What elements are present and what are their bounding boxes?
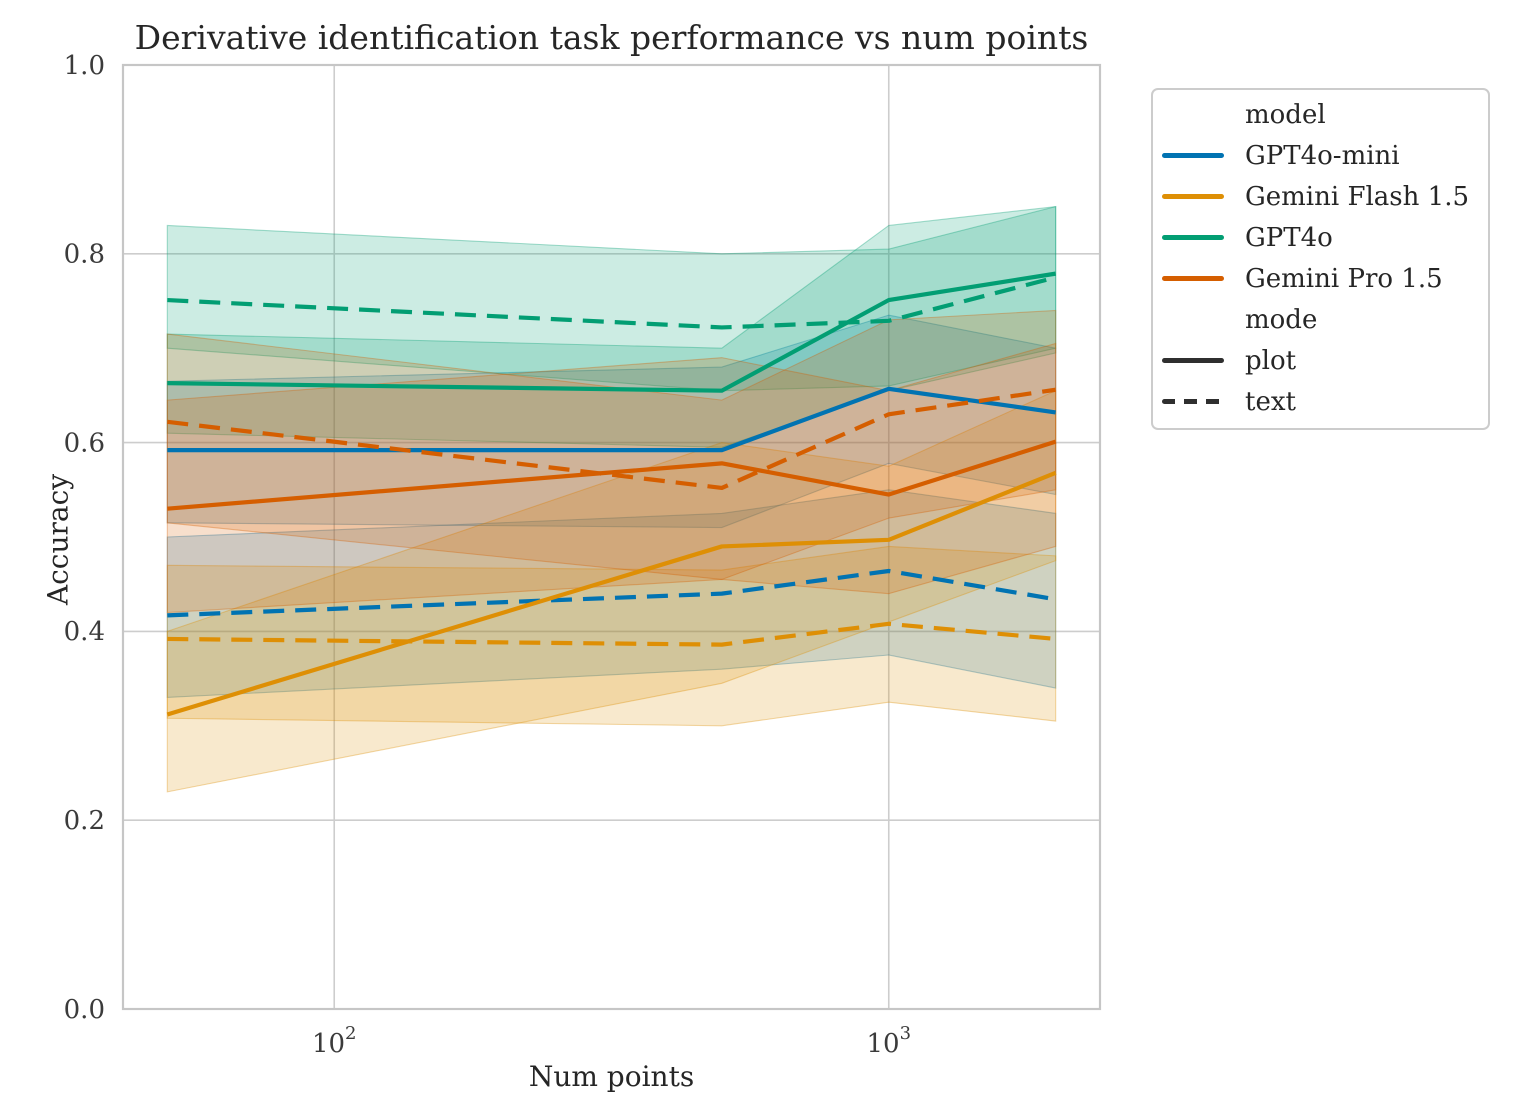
axes-spines — [121, 63, 1102, 1011]
series-line-gpt4o-mini-text — [167, 568, 1057, 618]
legend-line-swatch-text-dashed — [1162, 399, 1224, 404]
series-line-gpt4o-mini-plot — [167, 386, 1056, 453]
y-tick-label: 0.0 — [64, 995, 105, 1025]
series-line-gemini-pro-1-5-text — [167, 387, 1056, 491]
series-band-gpt4o-mini-plot — [166, 314, 1057, 529]
legend-item-label: GPT4o — [1245, 222, 1333, 253]
y-tick-label: 0.6 — [64, 428, 105, 458]
series-line-gemini-flash-1-5-text — [167, 621, 1056, 647]
legend-line-swatch-gpt4o-mini — [1162, 153, 1224, 158]
legend-mode-title: mode — [1245, 304, 1318, 335]
y-tick-label: 0.8 — [64, 240, 105, 270]
legend: model GPT4o-mini Gemini Flash 1.5 GPT4o Gemi… — [1151, 88, 1490, 430]
legend-line-swatch-plot-solid — [1162, 358, 1224, 363]
legend-item-gpt4o-mini: GPT4o-mini — [1153, 135, 1488, 176]
legend-model-title: model — [1245, 99, 1326, 130]
legend-item-gemini-flash-1-5: Gemini Flash 1.5 — [1153, 176, 1488, 217]
legend-header-model: model — [1153, 94, 1488, 135]
legend-line-swatch-gpt4o — [1162, 235, 1224, 240]
series-line-gpt4o-text — [167, 275, 1057, 330]
series-band-gemini-pro-1-5-text — [166, 309, 1057, 581]
y-tick-label: 0.2 — [64, 806, 105, 836]
legend-spacer — [1162, 317, 1224, 322]
y-axis-label: Accuracy — [41, 473, 75, 606]
legend-item-plot: plot — [1153, 340, 1488, 381]
legend-item-gemini-pro-1-5: Gemini Pro 1.5 — [1153, 258, 1488, 299]
legend-header-mode: mode — [1153, 299, 1488, 340]
legend-line-swatch-gemini-flash-1-5 — [1162, 194, 1224, 199]
x-tick-label: 102 — [312, 1023, 357, 1059]
legend-item-label: Gemini Flash 1.5 — [1245, 181, 1470, 212]
chart-title: Derivative identification task performan… — [134, 18, 1089, 57]
legend-item-label: Gemini Pro 1.5 — [1245, 263, 1443, 294]
series-band-gemini-flash-1-5-text — [166, 545, 1057, 727]
y-tick-label: 0.4 — [64, 617, 105, 647]
series-line-gemini-flash-1-5-plot — [166, 470, 1057, 717]
x-tick-label: 103 — [866, 1023, 911, 1059]
legend-item-label: plot — [1245, 345, 1297, 376]
legend-item-label: text — [1245, 386, 1296, 417]
series-band-gemini-flash-1-5-plot — [166, 389, 1057, 793]
x-axis-label: Num points — [528, 1060, 695, 1093]
legend-item-label: GPT4o-mini — [1245, 140, 1400, 171]
legend-line-swatch-gemini-pro-1-5 — [1162, 276, 1224, 281]
series-band-gpt4o-text — [166, 205, 1057, 392]
legend-item-gpt4o: GPT4o — [1153, 217, 1488, 258]
series-line-gemini-pro-1-5-plot — [167, 439, 1057, 511]
series-line-gpt4o-plot — [167, 271, 1057, 393]
legend-spacer — [1162, 112, 1224, 117]
y-tick-label: 1.0 — [64, 51, 105, 81]
legend-item-text: text — [1153, 381, 1488, 422]
